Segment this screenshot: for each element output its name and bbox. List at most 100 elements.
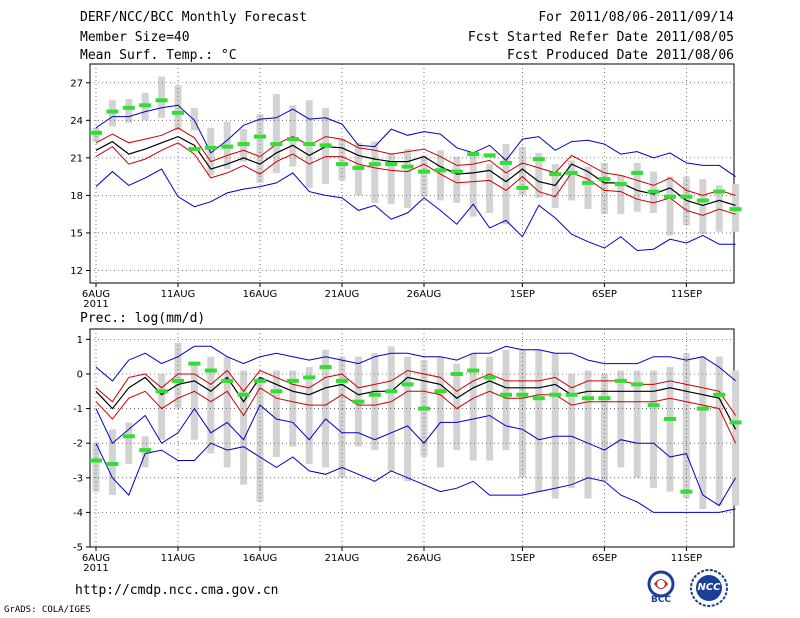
median-marker [90,130,102,135]
y-tick-label: 27 [70,78,83,89]
ensemble-box [551,353,559,499]
ensemble-box [190,107,198,131]
x-tick-label: 6AUG [82,289,110,300]
forecast-produced-date: Fcst Produced Date 2011/08/06 [507,48,734,63]
median-marker [401,164,414,169]
median-marker [582,396,594,401]
x-tick-label: 11AUG [161,289,196,300]
x-tick-label: 1SEP [510,553,535,564]
ensemble-box [92,443,100,492]
median-marker [139,448,152,453]
source-url[interactable]: http://cmdp.ncc.cma.gov.cn [75,583,279,598]
median-marker [549,172,562,177]
ensemble-box [682,176,690,226]
ensemble-box [387,346,395,471]
median-marker [336,162,348,167]
ensemble-box [125,99,133,123]
ensemble-box [568,373,576,489]
ensemble-box [486,356,494,461]
ensemble-box [223,356,231,468]
upper-outer-line [95,104,736,178]
median-marker [221,144,234,149]
median-marker [549,392,562,397]
ensemble-box [272,94,280,173]
median-marker [434,389,447,394]
ensemble-box [174,342,182,409]
median-marker [286,137,299,142]
median-marker [418,406,430,411]
ensemble-box [371,141,379,203]
median-marker [565,392,578,397]
x-tick-label: 21AUG [325,553,360,564]
median-marker [565,170,578,175]
ensemble-box [240,370,248,485]
ensemble-box [469,152,477,217]
median-marker [696,198,709,203]
median-marker [631,382,644,387]
median-marker [500,392,512,397]
median-marker [122,434,135,439]
median-marker [500,160,512,165]
x-tick-label: 11AUG [161,553,196,564]
median-marker [188,147,201,152]
median-marker [729,207,742,212]
median-marker [303,142,316,147]
ensemble-box [371,353,379,451]
ensemble-box [535,349,543,492]
chart-title: DERF/NCC/BCC Monthly Forecast [80,10,307,25]
bcc-logo: BCC [640,570,682,606]
median-marker [516,392,529,397]
x-tick-label: 6AUG [82,553,110,564]
ensemble-box [436,150,444,201]
ensemble-box [453,156,461,203]
median-marker [532,157,545,162]
median-marker [713,189,726,194]
ensemble-box [289,370,297,447]
ensemble-box [600,373,608,482]
ensemble-box [535,152,543,198]
ensemble-box [322,349,330,468]
x-tick-label: 16AUG [243,553,278,564]
ensemble-box [633,370,641,478]
ensemble-box [272,370,280,458]
x-tick-label: 6SEP [592,553,617,564]
median-marker [614,182,627,187]
y-tick-label: -4 [73,508,83,519]
median-marker [680,489,693,494]
median-marker [450,169,463,174]
ncc-logo: NCC [686,568,732,608]
median-marker [319,143,332,148]
median-marker [221,378,234,383]
ensemble-box [158,76,166,118]
upper-inner-line [95,127,736,196]
x-year-label: 2011 [83,563,108,574]
ensemble-box [256,377,264,503]
median-marker [647,403,660,408]
median-marker [237,142,250,147]
median-marker [254,378,266,383]
ensemble-box [666,367,674,492]
median-marker [319,365,332,370]
lower-outer-line [95,404,737,507]
y-tick-label: -1 [73,404,83,415]
median-marker [401,382,414,387]
median-marker [680,194,693,199]
ensemble-box [436,356,444,468]
x-tick-label: 26AUG [407,553,442,564]
lower-outer-line [95,168,736,252]
ensemble-box [715,185,723,232]
ensemble-box [469,353,477,461]
ensemble-box [617,370,625,468]
ensemble-box [584,370,592,499]
ensemble-mean-line [95,135,736,207]
median-marker [172,110,184,115]
ensemble-box [486,164,494,213]
median-marker [155,98,168,103]
y-tick-label: 12 [70,266,83,277]
ensemble-mean-line [95,376,737,430]
median-marker [450,371,463,376]
median-marker [614,378,627,383]
median-marker [664,194,676,199]
median-marker [434,168,447,173]
